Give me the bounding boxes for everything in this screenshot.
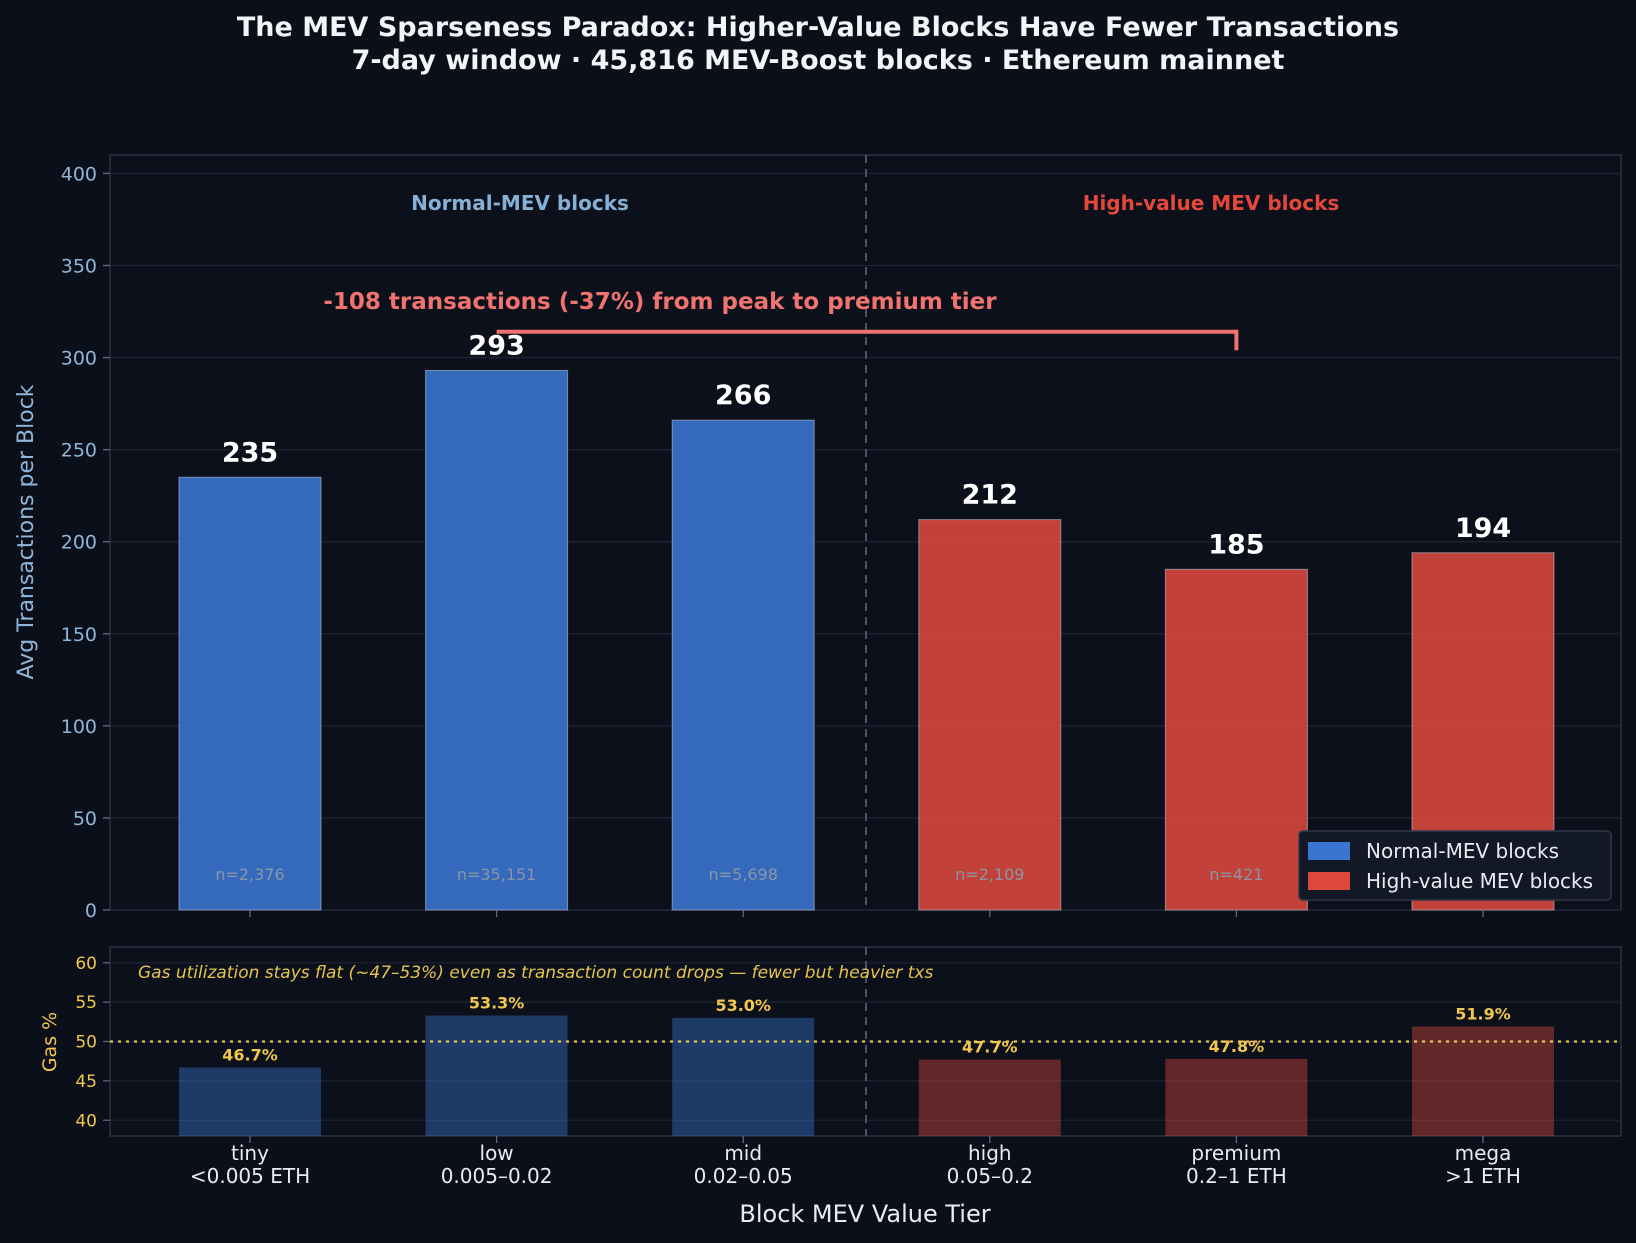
tx-bar-mid: [671, 419, 815, 911]
x-tick-range-mid: 0.02–0.05: [694, 1164, 793, 1188]
x-tick-range-mega: >1 ETH: [1445, 1164, 1521, 1188]
x-tick-range-tiny: <0.005 ETH: [190, 1164, 310, 1188]
gas-value-label-high: 47.7%: [962, 1038, 1018, 1057]
gas-bar-high: [918, 1059, 1061, 1136]
legend: Normal-MEV blocks High-value MEV blocks: [1298, 830, 1612, 901]
x-tick-label-low: low: [480, 1141, 514, 1165]
tx-value-label-premium: 185: [1208, 529, 1264, 560]
gas-panel: 40 45 50 55 60 46.7% 53.3% 53.0% 47.7% 47.8% 51.9…: [39, 946, 1622, 1137]
region-label-normal: Normal-MEV blocks: [411, 191, 629, 215]
gas-bar-mega: [1412, 1026, 1554, 1136]
top-y-tick-label: 150: [61, 624, 97, 646]
top-y-ticks: 0 50 100 150 200 250 300 350 400: [61, 163, 110, 922]
legend-box: [1298, 830, 1612, 901]
bottom-y-tick-label: 55: [75, 993, 97, 1013]
top-y-tick-label: 50: [73, 808, 97, 830]
x-tick-range-high: 0.05–0.2: [947, 1164, 1033, 1188]
top-y-tick-label: 100: [61, 716, 97, 738]
tx-bar-tiny: [178, 476, 322, 911]
gas-value-label-tiny: 46.7%: [222, 1045, 278, 1064]
gas-value-label-low: 53.3%: [469, 994, 525, 1013]
gas-bar-mid: [672, 1017, 815, 1136]
top-sample-labels: n=2,376 n=35,151 n=5,698 n=2,109 n=421: [215, 865, 1263, 884]
bottom-y-tick-label: 60: [75, 954, 97, 974]
tx-value-label-high: 212: [962, 480, 1018, 511]
gas-note: Gas utilization stays flat (~47–53%) eve…: [138, 963, 933, 983]
tx-bar-low: [425, 369, 569, 911]
bottom-value-labels: 46.7% 53.3% 53.0% 47.7% 47.8% 51.9%: [222, 994, 1511, 1065]
sample-size-label-high: n=2,109: [955, 865, 1024, 884]
drop-annotation: -108 transactions (-37%) from peak to pr…: [323, 289, 997, 315]
bottom-y-ticks: 40 45 50 55 60: [75, 954, 110, 1131]
gas-bar-tiny: [179, 1067, 321, 1136]
bottom-y-tick-label: 50: [75, 1033, 97, 1053]
x-axis-label: Block MEV Value Tier: [739, 1200, 990, 1228]
top-y-tick-label: 0: [85, 900, 97, 922]
top-y-tick-label: 250: [61, 440, 97, 462]
bottom-y-tick-label: 45: [75, 1072, 97, 1092]
sample-size-label-tiny: n=2,376: [215, 865, 284, 884]
sample-size-label-mid: n=5,698: [709, 865, 778, 884]
top-plot-area: [109, 154, 1622, 911]
legend-label-normal: Normal-MEV blocks: [1366, 839, 1559, 863]
top-bars: [178, 369, 1555, 911]
top-y-tick-label: 200: [61, 532, 97, 554]
top-y-axis-label: Avg Transactions per Block: [14, 384, 39, 679]
legend-label-high: High-value MEV blocks: [1366, 869, 1593, 893]
top-value-labels: 235 293 266 212 185 194: [222, 330, 1511, 560]
x-tick-label-tiny: tiny: [231, 1141, 269, 1165]
bottom-y-tick-label: 40: [75, 1111, 97, 1131]
x-tick-label-premium: premium: [1191, 1141, 1281, 1165]
top-y-tick-label: 300: [61, 348, 97, 370]
gas-value-label-mega: 51.9%: [1455, 1005, 1511, 1024]
tx-bar-high: [918, 519, 1062, 911]
bottom-bars: [179, 1015, 1554, 1136]
x-tick-label-mid: mid: [724, 1141, 762, 1165]
x-tick-range-premium: 0.2–1 ETH: [1186, 1164, 1287, 1188]
top-y-tick-label: 400: [61, 163, 97, 185]
tx-value-label-mid: 266: [715, 380, 771, 411]
chart-title: The MEV Sparseness Paradox: Higher-Value…: [237, 12, 1399, 43]
tx-bar-premium: [1164, 568, 1308, 911]
x-tick-label-mega: mega: [1455, 1141, 1512, 1165]
chart-subtitle: 7-day window · 45,816 MEV-Boost blocks ·…: [352, 45, 1285, 76]
tx-value-label-mega: 194: [1455, 513, 1511, 544]
transactions-panel: 0 50 100 150 200 250 300 350 400 235 293 266 212 185…: [14, 154, 1622, 922]
x-tick-label-high: high: [968, 1141, 1012, 1165]
legend-swatch-normal: [1308, 842, 1350, 860]
tx-value-label-low: 293: [468, 330, 524, 361]
tx-value-label-tiny: 235: [222, 437, 278, 468]
sample-size-label-premium: n=421: [1209, 865, 1263, 884]
gas-bar-premium: [1165, 1058, 1308, 1136]
region-label-high: High-value MEV blocks: [1083, 191, 1340, 215]
x-tick-range-low: 0.005–0.02: [441, 1164, 553, 1188]
annotation-bracket: [496, 329, 1239, 351]
gas-value-label-mid: 53.0%: [715, 996, 771, 1015]
legend-swatch-high: [1308, 872, 1350, 890]
top-y-tick-label: 350: [61, 255, 97, 277]
gas-value-label-premium: 47.8%: [1209, 1037, 1265, 1056]
sample-size-label-low: n=35,151: [457, 865, 537, 884]
bottom-y-axis-label: Gas %: [39, 1012, 61, 1072]
gas-bar-low: [425, 1015, 568, 1136]
